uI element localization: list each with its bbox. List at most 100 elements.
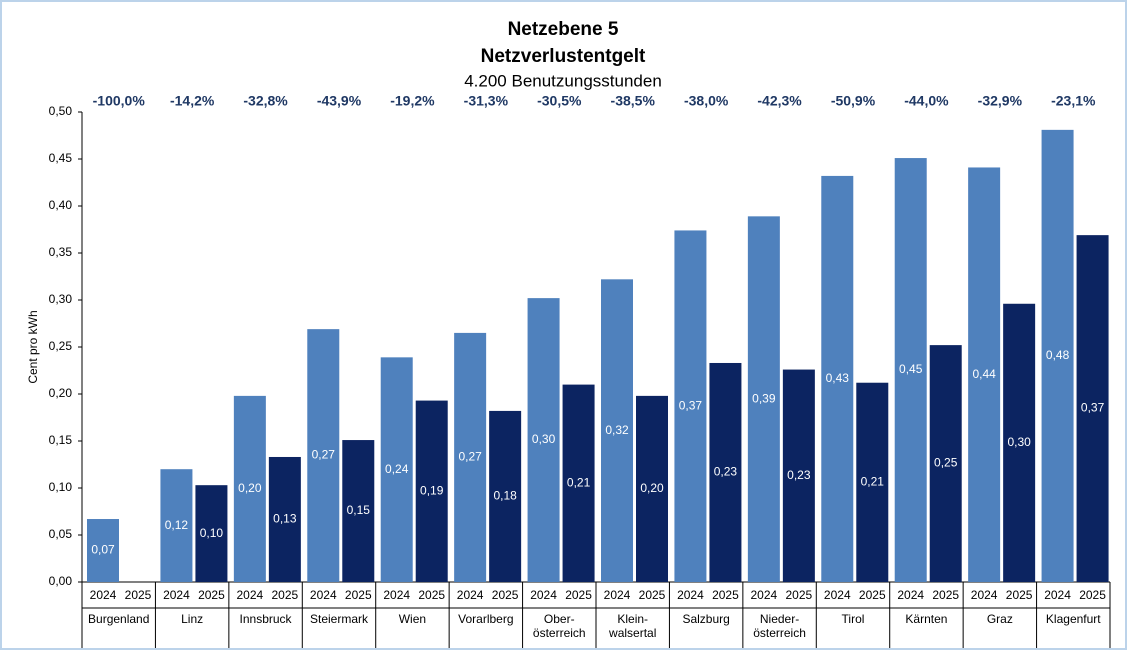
year-label: 2024 xyxy=(309,588,337,602)
year-label: 2025 xyxy=(198,588,225,602)
value-label: 0,37 xyxy=(679,398,703,412)
value-label: 0,19 xyxy=(420,483,444,497)
year-label: 2025 xyxy=(858,588,886,602)
value-label: 0,45 xyxy=(899,362,923,376)
y-tick-label: 0,15 xyxy=(49,433,73,447)
change-label: -44,0% xyxy=(904,93,949,109)
change-label: -23,1% xyxy=(1051,93,1096,109)
year-label: 2024 xyxy=(897,588,925,602)
year-label: 2024 xyxy=(530,588,557,602)
y-tick-label: 0,25 xyxy=(49,339,73,353)
value-label: 0,30 xyxy=(532,432,556,446)
bar xyxy=(268,456,301,582)
category-label: Linz xyxy=(181,612,204,626)
value-label: 0,21 xyxy=(861,475,885,489)
category-label: Klagenfurt xyxy=(1045,612,1101,626)
value-label: 0,15 xyxy=(347,503,371,517)
chart-subtitle: Netzverlustentgelt xyxy=(481,46,646,67)
bar xyxy=(747,216,780,582)
value-label: 0,18 xyxy=(493,489,517,503)
change-label: -31,3% xyxy=(464,93,509,109)
y-tick-label: 0,20 xyxy=(49,386,73,400)
change-label: -14,2% xyxy=(170,93,215,109)
year-label: 2024 xyxy=(89,588,117,602)
category-label: Wien xyxy=(398,612,427,626)
value-label: 0,24 xyxy=(385,462,409,476)
bar xyxy=(601,279,633,582)
value-label: 0,37 xyxy=(1081,401,1105,415)
value-label: 0,13 xyxy=(273,512,297,526)
bar xyxy=(195,485,228,582)
bar xyxy=(821,175,854,583)
category-label: Kärnten xyxy=(905,612,948,626)
bar xyxy=(307,329,340,582)
category-label: Nieder- österreich xyxy=(753,612,806,640)
bar xyxy=(636,395,668,582)
category-label: Ober- österreich xyxy=(532,612,586,640)
bar xyxy=(709,362,742,582)
value-label: 0,32 xyxy=(605,423,629,437)
category-label: Burgenland xyxy=(88,612,150,626)
value-label: 0,27 xyxy=(312,448,336,462)
year-label: 2024 xyxy=(750,588,778,602)
year-label: 2025 xyxy=(638,588,666,602)
change-label: -32,9% xyxy=(978,93,1023,109)
bar xyxy=(87,519,119,582)
bar xyxy=(233,395,266,582)
category-label: Klein- walsertal xyxy=(609,612,657,640)
value-label: 0,23 xyxy=(714,465,738,479)
y-tick-label: 0,40 xyxy=(49,198,73,212)
year-label: 2025 xyxy=(491,588,519,602)
chart-title: Netzebene 5 xyxy=(508,19,619,40)
category-label: Graz xyxy=(986,612,1013,626)
year-label: 2024 xyxy=(383,588,411,602)
year-label: 2024 xyxy=(823,588,851,602)
year-label: 2025 xyxy=(712,588,739,602)
value-label: 0,44 xyxy=(972,367,996,381)
bar xyxy=(489,410,522,582)
year-label: 2025 xyxy=(932,588,960,602)
value-label: 0,39 xyxy=(752,391,776,405)
change-label: -43,9% xyxy=(317,93,362,109)
value-label: 0,25 xyxy=(934,456,958,470)
year-label: 2025 xyxy=(271,588,299,602)
y-axis-label: Cent pro kWh xyxy=(26,310,40,383)
bar xyxy=(782,369,815,582)
bar xyxy=(894,158,927,582)
value-label: 0,20 xyxy=(640,481,664,495)
change-label: -42,3% xyxy=(757,93,802,109)
change-label: -19,2% xyxy=(390,93,435,109)
bar xyxy=(342,440,375,582)
value-label: 0,48 xyxy=(1046,348,1070,362)
bar xyxy=(1041,129,1074,583)
y-tick-label: 0,45 xyxy=(49,151,73,165)
category-label: Innsbruck xyxy=(239,612,292,626)
year-label: 2024 xyxy=(1044,588,1071,602)
bar xyxy=(856,382,889,582)
year-label: 2024 xyxy=(677,588,704,602)
category-label: Vorarlberg xyxy=(458,612,514,626)
change-label: -100,0% xyxy=(93,93,146,109)
change-label: -32,8% xyxy=(243,93,288,109)
change-label: -38,5% xyxy=(611,93,656,109)
bar xyxy=(968,167,1001,582)
bar xyxy=(380,357,413,582)
bar xyxy=(562,384,595,582)
y-tick-label: 0,30 xyxy=(49,292,73,306)
y-tick-label: 0,35 xyxy=(49,245,73,259)
bar xyxy=(160,469,193,582)
year-label: 2024 xyxy=(970,588,998,602)
year-label: 2025 xyxy=(344,588,372,602)
year-label: 2024 xyxy=(603,588,631,602)
value-label: 0,10 xyxy=(200,526,224,540)
bar xyxy=(1003,303,1036,582)
value-label: 0,30 xyxy=(1007,435,1031,449)
chart-subtitle2: 4.200 Benutzungsstunden xyxy=(464,71,662,90)
value-label: 0,21 xyxy=(567,475,591,489)
value-label: 0,27 xyxy=(458,450,482,464)
bar xyxy=(454,332,487,582)
year-label: 2025 xyxy=(418,588,446,602)
year-label: 2025 xyxy=(785,588,813,602)
